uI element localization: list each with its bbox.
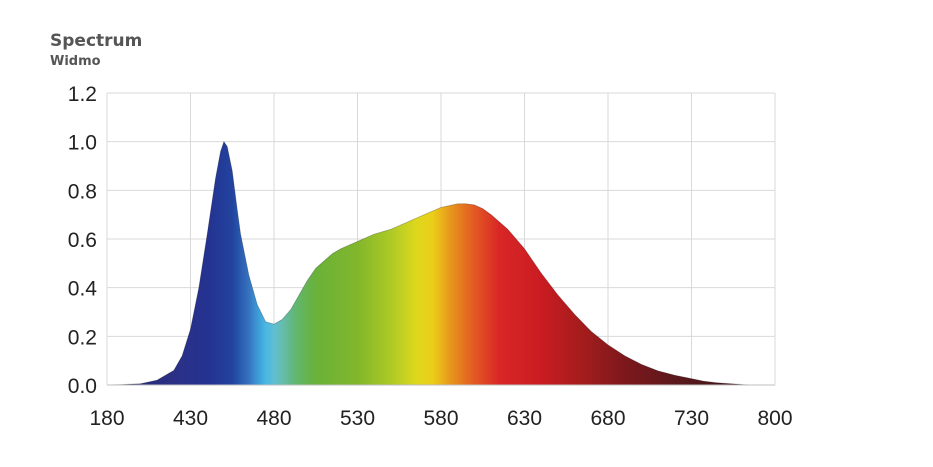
x-tick-label: 800	[757, 407, 792, 430]
x-tick-label: 580	[423, 407, 458, 430]
x-tick-label: 630	[507, 407, 542, 430]
x-tick-label: 530	[340, 407, 375, 430]
x-tick-label: 730	[674, 407, 709, 430]
y-tick-label: 0.8	[68, 180, 97, 203]
x-tick-label: 480	[256, 407, 291, 430]
chart-title: Spectrum	[50, 31, 143, 51]
x-tick-label: 180	[89, 407, 124, 430]
y-tick-label: 0.4	[68, 278, 98, 301]
x-tick-label: 430	[173, 407, 208, 430]
y-tick-label: 0.0	[68, 375, 97, 398]
y-tick-label: 0.6	[68, 229, 97, 252]
tick-labels: 180 430 480 530 580 630 680 730 800 0.0 0.2 0.4 0.6 0…	[68, 83, 793, 430]
y-tick-label: 1.0	[68, 132, 97, 155]
axes	[107, 93, 776, 386]
chart-subtitle: Widmo	[50, 54, 101, 69]
x-tick-label: 680	[590, 407, 625, 430]
y-tick-label: 0.2	[68, 326, 97, 349]
y-tick-label: 1.2	[68, 83, 97, 106]
spectrum-fill	[107, 141, 752, 385]
spectrum-outline	[106, 140, 752, 386]
